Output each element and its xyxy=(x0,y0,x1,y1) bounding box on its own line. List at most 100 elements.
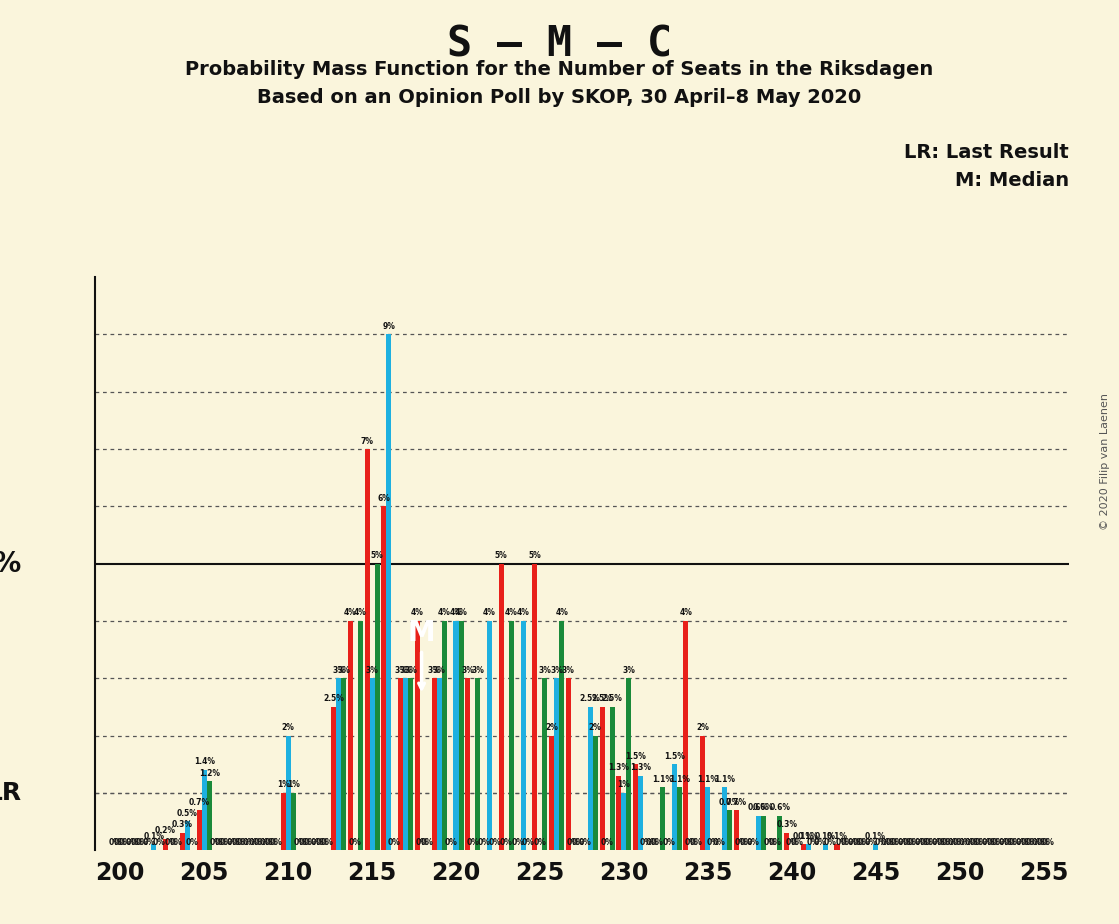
Text: 0%: 0% xyxy=(897,838,911,846)
Bar xyxy=(621,793,627,850)
Text: 6%: 6% xyxy=(377,494,391,503)
Text: 1.1%: 1.1% xyxy=(669,774,689,784)
Text: 3%: 3% xyxy=(399,666,412,675)
Text: 0%: 0% xyxy=(109,838,122,846)
Text: LR: Last Result: LR: Last Result xyxy=(904,143,1069,163)
Text: 5%: 5% xyxy=(0,550,22,578)
Bar xyxy=(432,678,436,850)
Text: 0%: 0% xyxy=(981,838,995,846)
Bar xyxy=(382,506,386,850)
Bar xyxy=(549,736,554,850)
Text: M: M xyxy=(407,619,435,647)
Text: 0%: 0% xyxy=(1032,838,1045,846)
Text: 2%: 2% xyxy=(545,723,558,732)
Text: 2.5%: 2.5% xyxy=(323,695,344,703)
Text: 0%: 0% xyxy=(662,838,676,846)
Text: 3%: 3% xyxy=(366,666,378,675)
Text: 3%: 3% xyxy=(433,666,445,675)
Text: 0%: 0% xyxy=(1021,838,1033,846)
Text: 0%: 0% xyxy=(965,838,978,846)
Bar xyxy=(386,334,392,850)
Bar xyxy=(700,736,705,850)
Text: 0.1%: 0.1% xyxy=(827,832,847,841)
Text: 0%: 0% xyxy=(572,838,585,846)
Text: 0%: 0% xyxy=(511,838,525,846)
Text: 1%: 1% xyxy=(618,781,630,789)
Text: 0%: 0% xyxy=(824,838,837,846)
Text: 5%: 5% xyxy=(495,552,508,560)
Text: 1.3%: 1.3% xyxy=(630,763,651,772)
Text: 0%: 0% xyxy=(601,838,613,846)
Bar xyxy=(671,764,677,850)
Text: 0.1%: 0.1% xyxy=(815,832,836,841)
Text: 0%: 0% xyxy=(807,838,820,846)
Text: 0%: 0% xyxy=(142,838,156,846)
Text: 0.3%: 0.3% xyxy=(172,821,192,830)
Bar xyxy=(476,678,480,850)
Bar xyxy=(660,787,665,850)
Text: 0%: 0% xyxy=(243,838,256,846)
Text: 0%: 0% xyxy=(416,838,429,846)
Bar xyxy=(600,707,604,850)
Bar xyxy=(778,816,782,850)
Text: 4%: 4% xyxy=(679,609,693,617)
Text: 3%: 3% xyxy=(404,666,417,675)
Text: 0%: 0% xyxy=(1004,838,1016,846)
Text: 0%: 0% xyxy=(847,838,861,846)
Bar xyxy=(835,845,839,850)
Bar xyxy=(761,816,765,850)
Text: 0%: 0% xyxy=(164,838,177,846)
Text: 0%: 0% xyxy=(689,838,703,846)
Text: 0%: 0% xyxy=(349,838,361,846)
Text: 0%: 0% xyxy=(579,838,592,846)
Bar xyxy=(151,845,157,850)
Bar xyxy=(163,839,168,850)
Text: 0%: 0% xyxy=(937,838,949,846)
Text: 3%: 3% xyxy=(471,666,485,675)
Text: 0%: 0% xyxy=(924,838,938,846)
Text: 0%: 0% xyxy=(735,838,747,846)
Text: 0%: 0% xyxy=(914,838,928,846)
Text: 0%: 0% xyxy=(567,838,580,846)
Text: 0%: 0% xyxy=(998,838,1012,846)
Bar xyxy=(617,775,621,850)
Bar xyxy=(566,678,571,850)
Text: 0.2%: 0.2% xyxy=(156,826,176,835)
Text: 0%: 0% xyxy=(881,838,894,846)
Bar xyxy=(281,793,285,850)
Text: 0%: 0% xyxy=(970,838,982,846)
Text: 0%: 0% xyxy=(135,838,149,846)
Bar xyxy=(466,678,470,850)
Bar xyxy=(348,621,352,850)
Bar xyxy=(677,787,681,850)
Text: 0%: 0% xyxy=(488,838,501,846)
Text: 0%: 0% xyxy=(467,838,479,846)
Text: 0%: 0% xyxy=(840,838,854,846)
Bar xyxy=(285,736,291,850)
Text: 0%: 0% xyxy=(421,838,434,846)
Text: 0%: 0% xyxy=(534,838,546,846)
Text: 0%: 0% xyxy=(786,838,798,846)
Bar xyxy=(201,770,207,850)
Text: 0%: 0% xyxy=(975,838,988,846)
Bar xyxy=(398,678,403,850)
Text: 4%: 4% xyxy=(411,609,424,617)
Text: 0%: 0% xyxy=(706,838,720,846)
Text: 3%: 3% xyxy=(551,666,563,675)
Text: 0%: 0% xyxy=(236,838,250,846)
Text: 0%: 0% xyxy=(874,838,887,846)
Text: 4%: 4% xyxy=(450,609,462,617)
Text: 3%: 3% xyxy=(332,666,345,675)
Text: LR: LR xyxy=(0,781,22,805)
Text: 3%: 3% xyxy=(538,666,552,675)
Text: 0%: 0% xyxy=(814,838,827,846)
Bar xyxy=(341,678,346,850)
Text: 0%: 0% xyxy=(119,838,132,846)
Bar xyxy=(499,564,504,850)
Text: 3%: 3% xyxy=(461,666,474,675)
Text: 2%: 2% xyxy=(696,723,709,732)
Text: 0%: 0% xyxy=(310,838,323,846)
Text: 0%: 0% xyxy=(215,838,227,846)
Text: 1.1%: 1.1% xyxy=(697,774,718,784)
Text: 0%: 0% xyxy=(746,838,760,846)
